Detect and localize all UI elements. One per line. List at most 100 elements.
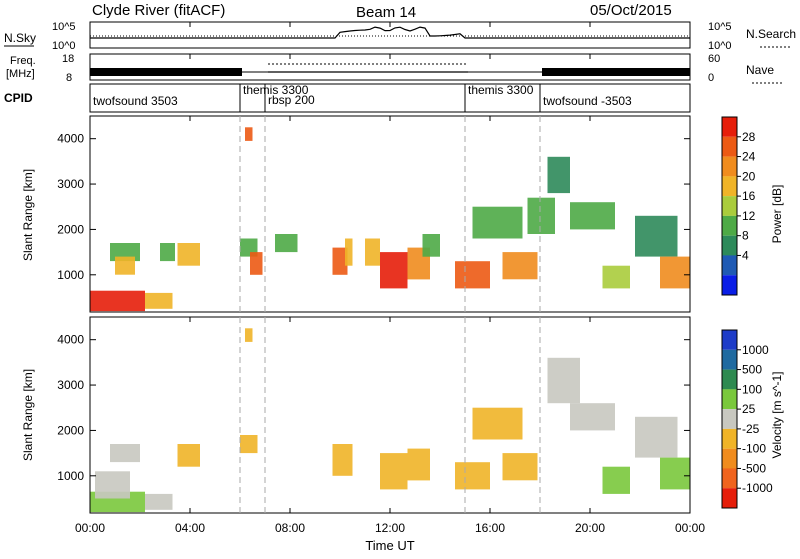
colorbar-swatch bbox=[722, 468, 737, 489]
heatmap-cell bbox=[95, 471, 130, 499]
ytick-label: 1000 bbox=[57, 268, 84, 282]
colorbar-tick-label: 28 bbox=[742, 130, 756, 144]
heatmap-cell bbox=[345, 238, 353, 266]
station-title: Clyde River (fitACF) bbox=[92, 2, 225, 19]
heatmap-cell bbox=[380, 453, 408, 490]
colorbar-tick-label: 20 bbox=[742, 169, 756, 183]
velocity-ylabel: Slant Range [km] bbox=[21, 369, 35, 461]
colorbar-swatch bbox=[722, 488, 737, 508]
power-yaxis-ticks: 1000 2000 3000 4000 bbox=[57, 132, 690, 282]
velocity-yaxis-ticks: 1000 2000 3000 4000 bbox=[57, 333, 690, 483]
heatmap-cell bbox=[570, 403, 615, 431]
ytick-label: 3000 bbox=[57, 177, 84, 191]
colorbar-tick-label: 500 bbox=[742, 363, 762, 377]
colorbar-swatch bbox=[722, 235, 737, 256]
heatmap-cell bbox=[570, 202, 615, 230]
nave-tick-high: 60 bbox=[708, 53, 720, 65]
heatmap-cell bbox=[380, 252, 408, 289]
freq-band-left bbox=[90, 68, 242, 76]
colorbar-swatch bbox=[722, 176, 737, 197]
time-axis-ticks: 00:00 04:00 08:00 12:00 16:00 20:00 00:00 bbox=[75, 22, 705, 535]
colorbar-tick-label: -500 bbox=[742, 461, 766, 475]
heatmap-cell bbox=[275, 234, 298, 253]
colorbar-swatch bbox=[722, 156, 737, 177]
heatmap-cell bbox=[240, 435, 258, 454]
power-colorbar-label: Power [dB] bbox=[770, 185, 784, 244]
heatmap-cell bbox=[527, 197, 555, 234]
colorbar-tick-label: 4 bbox=[742, 248, 749, 262]
nsky-label: N.Sky bbox=[4, 31, 36, 45]
nsky-tick-low: 10^0 bbox=[52, 40, 76, 52]
cpid-segment-label: themis 3300 bbox=[243, 83, 309, 97]
colorbar-tick-label: -100 bbox=[742, 442, 766, 456]
freq-label-line1: Freq. bbox=[10, 55, 36, 67]
beam-title: Beam 14 bbox=[356, 4, 416, 21]
nsearch-label: N.Search bbox=[746, 27, 796, 41]
heatmap-cell bbox=[472, 206, 523, 239]
heatmap-cell bbox=[602, 466, 630, 494]
xtick-label: 04:00 bbox=[175, 521, 205, 535]
heatmap-cell bbox=[472, 407, 523, 440]
heatmap-cell bbox=[502, 252, 538, 280]
nave-tick-low: 0 bbox=[708, 72, 714, 84]
power-colorbar: 28 24 20 16 12 8 4 bbox=[721, 116, 756, 296]
heatmap-cell bbox=[145, 292, 173, 309]
heatmap-cell bbox=[455, 261, 490, 289]
xtick-label: 12:00 bbox=[375, 521, 405, 535]
colorbar-swatch bbox=[722, 369, 737, 390]
heatmap-cell bbox=[110, 444, 140, 463]
heatmap-cell bbox=[110, 243, 140, 262]
heatmap-cell bbox=[250, 252, 263, 275]
heatmap-cell bbox=[177, 444, 200, 467]
colorbar-swatch bbox=[722, 349, 737, 370]
ytick-label: 2000 bbox=[57, 222, 84, 236]
colorbar-swatch bbox=[722, 389, 737, 410]
colorbar-swatch bbox=[722, 136, 737, 157]
colorbar-swatch bbox=[722, 330, 737, 350]
velocity-heatmap bbox=[90, 328, 690, 513]
cpid-label: CPID bbox=[4, 91, 33, 105]
power-ylabel: Slant Range [km] bbox=[21, 169, 35, 261]
xtick-label: 20:00 bbox=[575, 521, 605, 535]
colorbar-tick-label: 12 bbox=[742, 209, 756, 223]
heatmap-cell bbox=[160, 243, 175, 262]
heatmap-cell bbox=[422, 234, 440, 257]
date-title: 05/Oct/2015 bbox=[590, 2, 672, 19]
ytick-label: 2000 bbox=[57, 423, 84, 437]
cpid-segment-label: twofsound -3503 bbox=[543, 94, 632, 108]
colorbar-swatch bbox=[722, 448, 737, 469]
heatmap-cell bbox=[177, 243, 200, 266]
cpid-segment-label: themis 3300 bbox=[468, 83, 534, 97]
heatmap-cell bbox=[635, 416, 678, 458]
freq-tick-high: 18 bbox=[62, 53, 74, 65]
colorbar-tick-label: 16 bbox=[742, 189, 756, 203]
colorbar-frame bbox=[721, 116, 738, 296]
colorbar-swatch bbox=[722, 215, 737, 236]
colorbar-tick-label: 100 bbox=[742, 382, 762, 396]
nsearch-tick-high: 10^5 bbox=[708, 21, 732, 33]
heatmap-cell bbox=[547, 357, 580, 404]
nave-label: Nave bbox=[746, 63, 774, 77]
heatmap-cell bbox=[502, 453, 538, 481]
ytick-label: 3000 bbox=[57, 378, 84, 392]
xtick-label: 00:00 bbox=[675, 521, 705, 535]
cpid-segment-label: rbsp 200 bbox=[268, 93, 315, 107]
heatmap-cell bbox=[547, 156, 570, 194]
colorbar-swatch bbox=[722, 428, 737, 449]
ytick-label: 4000 bbox=[57, 333, 84, 347]
heatmap-cell bbox=[245, 127, 253, 141]
ytick-label: 4000 bbox=[57, 132, 84, 146]
heatmap-cell bbox=[145, 493, 173, 510]
colorbar-tick-label: 8 bbox=[742, 229, 749, 243]
heatmap-cell bbox=[90, 290, 145, 312]
colorbar-swatch bbox=[722, 117, 737, 137]
freq-band-right bbox=[542, 68, 690, 76]
ytick-label: 1000 bbox=[57, 469, 84, 483]
xtick-label: 08:00 bbox=[275, 521, 305, 535]
colorbar-tick-label: -1000 bbox=[742, 481, 773, 495]
cpid-strip-frame bbox=[89, 83, 691, 113]
velocity-colorbar-label: Velocity [m s^-1] bbox=[770, 372, 784, 459]
xtick-label: 00:00 bbox=[75, 521, 105, 535]
colorbar-swatch bbox=[722, 409, 737, 429]
heatmap-cell bbox=[602, 265, 630, 289]
